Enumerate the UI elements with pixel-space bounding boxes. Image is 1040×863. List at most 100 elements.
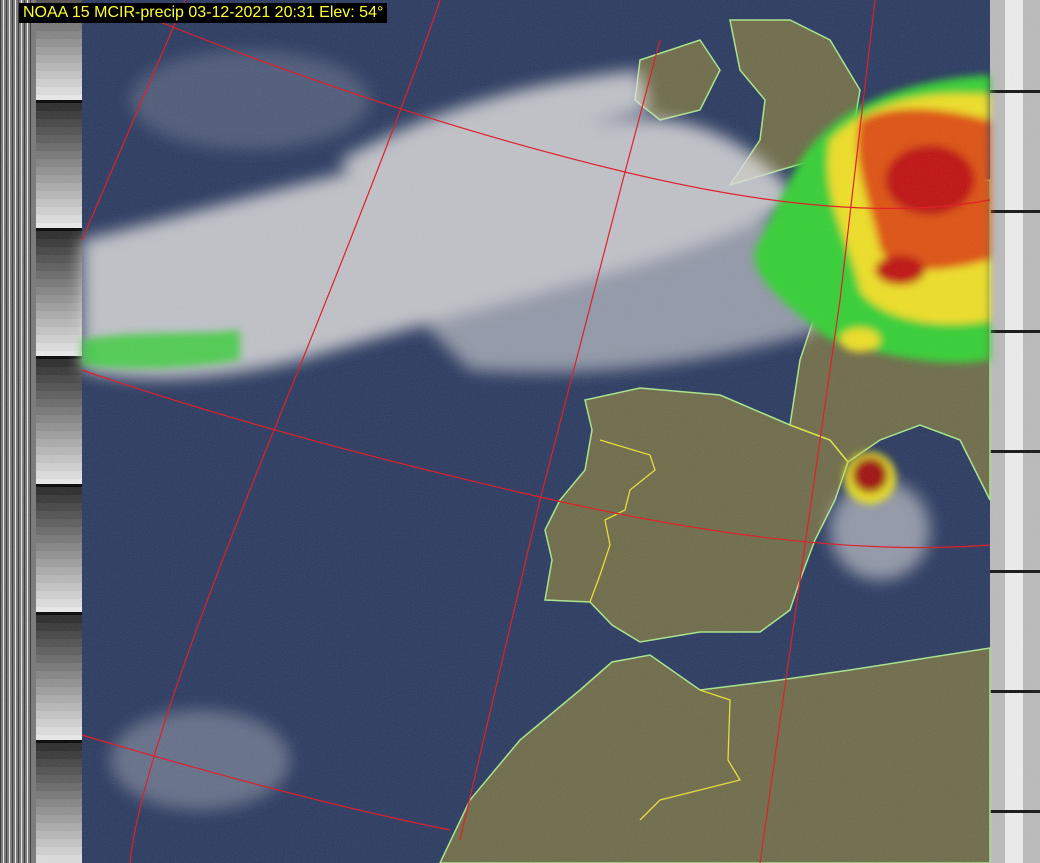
telemetry-wedge: [36, 615, 82, 623]
telemetry-wedge: [36, 775, 82, 783]
telemetry-wedge: [36, 519, 82, 527]
telemetry-wedge: [36, 111, 82, 119]
telemetry-wedge: [36, 815, 82, 823]
telemetry-wedge: [36, 847, 82, 855]
telemetry-wedge: [36, 511, 82, 519]
telemetry-wedge: [36, 295, 82, 303]
telemetry-marker: [990, 210, 1040, 213]
telemetry-wedge: [36, 183, 82, 191]
telemetry-wedge: [36, 807, 82, 815]
telemetry-wedge: [36, 575, 82, 583]
telemetry-wedge: [36, 623, 82, 631]
telemetry-wedge: [36, 791, 82, 799]
sync-line: [0, 0, 1, 863]
telemetry-wedge: [36, 415, 82, 423]
telemetry-marker: [990, 90, 1040, 93]
telemetry-wedge: [36, 599, 82, 607]
telemetry-wedge: [36, 663, 82, 671]
telemetry-wedge: [36, 799, 82, 807]
telemetry-wedge: [36, 23, 82, 31]
telemetry-wedge: [36, 287, 82, 295]
telemetry-wedge: [36, 463, 82, 471]
telemetry-wedge: [36, 119, 82, 127]
telemetry-wedge: [36, 367, 82, 375]
telemetry-wedge: [36, 551, 82, 559]
telemetry-wedge: [36, 655, 82, 663]
telemetry-wedge: [36, 727, 82, 735]
telemetry-wedge: [36, 207, 82, 215]
telemetry-marker: [990, 810, 1040, 813]
telemetry-wedge: [36, 271, 82, 279]
telemetry-wedge: [36, 79, 82, 87]
telemetry-marker: [36, 356, 82, 361]
telemetry-wedge: [36, 143, 82, 151]
telemetry-wedge: [36, 63, 82, 71]
telemetry-wedge: [36, 55, 82, 63]
telemetry-wedge: [36, 503, 82, 511]
telemetry-marker: [990, 330, 1040, 333]
telemetry-wedge: [36, 375, 82, 383]
telemetry-marker: [990, 570, 1040, 573]
telemetry-wedge: [36, 679, 82, 687]
telemetry-wedge: [36, 399, 82, 407]
pass-info-label: NOAA 15 MCIR-precip 03-12-2021 20:31 Ele…: [19, 3, 388, 23]
telemetry-marker: [36, 612, 82, 617]
sync-line: [27, 0, 28, 863]
telemetry-wedge: [36, 767, 82, 775]
telemetry-wedge: [36, 263, 82, 271]
telemetry-wedge: [36, 303, 82, 311]
telemetry-wedge: [36, 543, 82, 551]
telemetry-wedge: [36, 567, 82, 575]
telemetry-wedge: [36, 479, 82, 487]
telemetry-wedge: [36, 215, 82, 223]
telemetry-wedge: [36, 831, 82, 839]
telemetry-wedge: [36, 167, 82, 175]
sync-line: [18, 0, 19, 863]
telemetry-wedge: [36, 455, 82, 463]
telemetry-wedge: [36, 743, 82, 751]
telemetry-wedge: [36, 311, 82, 319]
telemetry-wedge: [36, 255, 82, 263]
sync-line: [12, 0, 13, 863]
telemetry-wedge: [36, 95, 82, 103]
telemetry-wedge: [36, 351, 82, 359]
sync-line: [15, 0, 16, 863]
telemetry-wedge: [36, 711, 82, 719]
telemetry-wedge: [36, 87, 82, 95]
right-telemetry-band: [1005, 0, 1023, 863]
telemetry-marker: [990, 690, 1040, 693]
telemetry-wedge: [36, 839, 82, 847]
telemetry-wedge: [36, 639, 82, 647]
telemetry-marker: [36, 100, 82, 105]
telemetry-marker: [990, 450, 1040, 453]
telemetry-wedge: [36, 751, 82, 759]
telemetry-wedge: [36, 631, 82, 639]
telemetry-wedge: [36, 719, 82, 727]
telemetry-marker: [36, 484, 82, 489]
right-telemetry-marks: [990, 90, 1040, 813]
telemetry-wedge: [36, 279, 82, 287]
telemetry-wedge: [36, 695, 82, 703]
telemetry-wedge: [36, 159, 82, 167]
telemetry-wedge: [36, 607, 82, 615]
sync-line: [9, 0, 10, 863]
telemetry-wedge: [36, 735, 82, 743]
sync-line: [3, 0, 4, 863]
image-noise: [82, 0, 990, 863]
telemetry-wedge: [36, 335, 82, 343]
telemetry-wedge: [36, 391, 82, 399]
telemetry-wedge: [36, 383, 82, 391]
telemetry-wedge: [36, 535, 82, 543]
telemetry-marker: [36, 740, 82, 745]
telemetry-wedge: [36, 31, 82, 39]
telemetry-wedge: [36, 407, 82, 415]
sync-line: [30, 0, 31, 863]
telemetry-wedge: [36, 223, 82, 231]
telemetry-wedge: [36, 239, 82, 247]
telemetry-wedge: [36, 47, 82, 55]
telemetry-wedge: [36, 175, 82, 183]
sync-line: [6, 0, 7, 863]
telemetry-wedge: [36, 527, 82, 535]
